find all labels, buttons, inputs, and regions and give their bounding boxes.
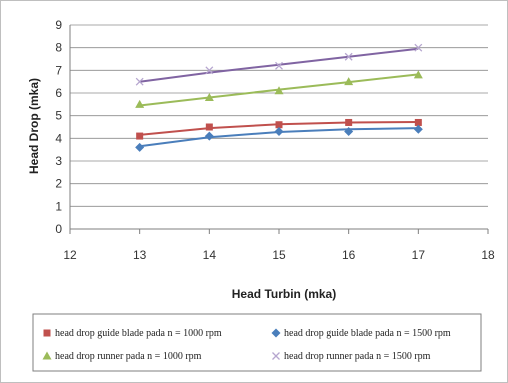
series-2 (135, 124, 423, 152)
y-tick-label: 8 (55, 41, 62, 55)
x-tick-label: 13 (133, 248, 147, 262)
x-tick-label: 15 (272, 248, 286, 262)
legend-label: head drop guide blade pada n = 1500 rpm (284, 328, 451, 339)
data-point (344, 52, 353, 61)
data-point (274, 127, 284, 137)
data-point (205, 66, 214, 75)
legend-item: head drop guide blade pada n = 1000 rpm (43, 328, 222, 339)
y-tick-label: 3 (55, 154, 62, 168)
series-3 (135, 70, 423, 108)
y-tick-label: 9 (55, 18, 62, 32)
y-tick-label: 5 (55, 109, 62, 123)
series-1 (136, 118, 422, 140)
y-tick-label: 2 (55, 177, 62, 191)
y-tick-label: 0 (55, 222, 62, 236)
data-point (275, 121, 283, 129)
data-point (345, 118, 353, 126)
data-point (136, 132, 144, 140)
trendline (139, 47, 419, 83)
legend-item: head drop guide blade pada n = 1500 rpm (271, 328, 451, 339)
legend-item: head drop runner pada n = 1500 rpm (272, 351, 431, 362)
y-axis-title: Head Drop (mka) (27, 78, 41, 174)
x-axis-title: Head Turbin (mka) (232, 287, 336, 301)
legend-label: head drop guide blade pada n = 1000 rpm (55, 328, 222, 339)
data-point (414, 43, 423, 52)
data-point (275, 61, 283, 70)
legend-label: head drop runner pada n = 1000 rpm (55, 351, 202, 362)
legend-item: head drop runner pada n = 1000 rpm (42, 351, 202, 362)
data-point (344, 77, 354, 86)
y-tick-label: 4 (55, 131, 62, 145)
series-layer (135, 43, 423, 152)
x-tick-label: 14 (203, 248, 217, 262)
data-point (204, 93, 214, 102)
data-point (413, 70, 423, 79)
data-point (414, 118, 422, 126)
data-point (205, 123, 213, 131)
series-4 (135, 43, 423, 86)
legend: head drop guide blade pada n = 1000 rpm h… (32, 313, 482, 372)
data-point (344, 127, 354, 137)
legend-marker (42, 351, 52, 360)
data-point (204, 131, 214, 141)
x-tick-label: 18 (481, 248, 495, 262)
legend-box (32, 313, 482, 372)
data-point (135, 142, 145, 152)
legend-marker (272, 352, 280, 360)
data-point (135, 99, 145, 108)
legend-marker (43, 329, 51, 337)
y-tick-label: 6 (55, 86, 62, 100)
legend-marker (271, 328, 281, 338)
data-point (413, 124, 423, 134)
legend-label: head drop runner pada n = 1500 rpm (284, 351, 431, 362)
x-tick-label: 17 (412, 248, 426, 262)
x-tick-label: 16 (342, 248, 356, 262)
y-tick-label: 7 (55, 63, 62, 77)
data-point (135, 77, 144, 86)
data-point (274, 86, 284, 95)
x-tick-label: 12 (63, 248, 77, 262)
y-tick-label: 1 (55, 199, 62, 213)
